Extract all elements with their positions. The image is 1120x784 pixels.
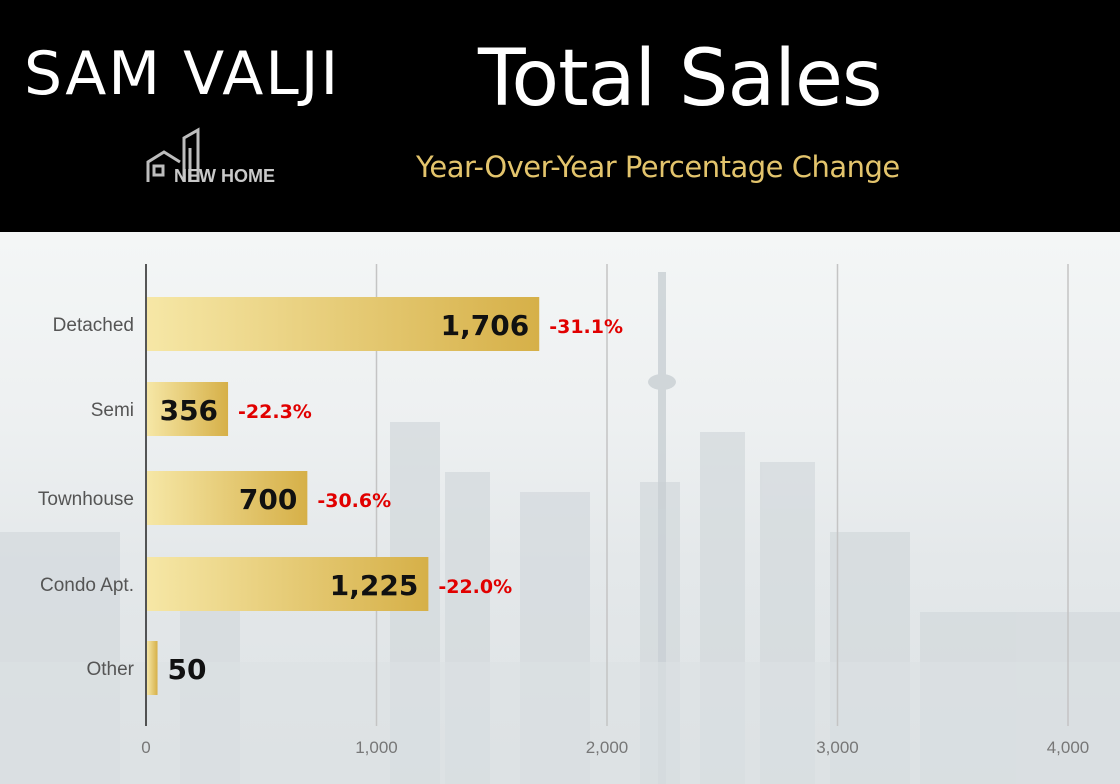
bars: [147, 297, 540, 695]
house-logo-icon: [146, 127, 200, 182]
category-label: Other: [86, 659, 134, 680]
category-label: Townhouse: [38, 489, 134, 510]
chart-title: Total Sales: [478, 34, 883, 124]
value-label: 1,706: [441, 309, 530, 342]
bar-other: [147, 641, 158, 695]
bar-detached: [147, 297, 540, 351]
category-label: Semi: [91, 400, 134, 421]
value-label: 356: [160, 394, 218, 427]
labels: 0 1,000 2,000 3,000 4,000 Detached 1,706 -31.1%…: [38, 309, 1089, 757]
x-tick-label: 2,000: [586, 738, 629, 757]
change-label: -22.3%: [238, 401, 312, 423]
skyline-image: [0, 272, 1120, 784]
x-tick-label: 0: [141, 738, 150, 757]
logo-text: NEW HOME: [174, 166, 275, 186]
value-label: 700: [239, 483, 297, 516]
bar-semi: [147, 382, 229, 436]
x-tick-label: 1,000: [355, 738, 398, 757]
value-label: 1,225: [330, 569, 419, 602]
brand-name: SAM VALJI: [24, 39, 341, 109]
change-label: -31.1%: [549, 316, 623, 338]
chart-subtitle: Year-Over-Year Percentage Change: [416, 150, 900, 184]
value-label: 50: [168, 653, 207, 686]
bar-condo-apt-: [147, 557, 429, 611]
bar-chart: 0 1,000 2,000 3,000 4,000 Detached 1,706 -31.1%…: [38, 264, 1089, 757]
category-label: Detached: [53, 315, 134, 336]
change-label: -30.6%: [317, 490, 391, 512]
new-home-logo: NEW HOME: [146, 126, 276, 188]
x-tick-label: 4,000: [1047, 738, 1090, 757]
grid-lines: [375, 264, 1069, 726]
bar-townhouse: [147, 471, 308, 525]
x-tick-label: 3,000: [816, 738, 859, 757]
header-banner: SAM VALJI NEW HOME Total Sales Year-Over…: [0, 0, 1120, 232]
category-label: Condo Apt.: [40, 575, 134, 596]
change-label: -22.0%: [438, 576, 512, 598]
